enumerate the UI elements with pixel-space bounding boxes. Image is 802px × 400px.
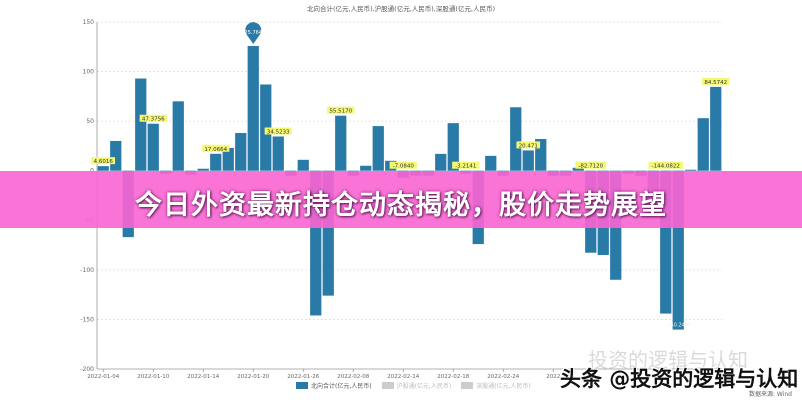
- x-tick-label: 2022-01-10: [137, 374, 169, 380]
- max-marker-pin: [245, 22, 262, 45]
- data-label-bg: [452, 161, 480, 169]
- bar: [372, 126, 384, 171]
- legend-swatch: [461, 382, 474, 389]
- bar: [697, 118, 709, 171]
- max-marker-label: 125.7647: [241, 30, 265, 36]
- bar: [685, 169, 697, 171]
- legend: 北向合计(亿元,人民币) 沪股通(亿元,人民币) 深股通(亿元,人民币): [296, 381, 531, 390]
- bar: [222, 147, 234, 171]
- legend-label: 沪股通(亿元,人民币): [396, 383, 452, 390]
- x-tick-label: 2022-01-04: [87, 374, 119, 380]
- bar: [360, 165, 372, 171]
- bar: [97, 166, 109, 171]
- x-tick-label: 2022: [546, 374, 560, 380]
- y-tick-label: 150: [83, 19, 95, 26]
- bar: [247, 46, 259, 171]
- data-label: 84.5742: [704, 80, 727, 86]
- y-tick-label: -150: [80, 316, 94, 323]
- x-tick-label: 2022-02-18: [437, 374, 469, 380]
- bar: [235, 133, 247, 171]
- watermark-faint: 投资的逻辑与认知: [588, 348, 748, 372]
- data-source: 数据来源: Wind: [748, 391, 792, 398]
- data-label: 55.5170: [329, 109, 352, 115]
- x-tick-label: 2022-02-24: [487, 374, 519, 380]
- headline-banner: [0, 171, 802, 228]
- bar: [510, 107, 522, 171]
- bar: [335, 115, 347, 171]
- bar: [672, 170, 684, 330]
- bar: [485, 155, 497, 171]
- data-label: 17.0664: [204, 147, 227, 153]
- data-label-bg: [91, 157, 116, 165]
- y-tick-label: -200: [80, 366, 94, 373]
- bar: [147, 123, 159, 171]
- bar: [310, 170, 322, 316]
- legend-item-sz[interactable]: 深股通(亿元,人民币): [461, 381, 531, 390]
- data-label-bg: [516, 141, 541, 149]
- headline-text: 今日外资最新持仓动态揭秘，股价走势展望: [135, 190, 667, 221]
- data-label: -144.0822: [652, 164, 680, 170]
- legend-label: 北向合计(亿元,人民币): [311, 383, 372, 390]
- data-label-bg: [202, 144, 230, 152]
- x-tick-label: 2022-01-26: [287, 374, 319, 380]
- data-label-bg: [139, 114, 167, 122]
- legend-swatch: [381, 382, 394, 389]
- legend-item-sh[interactable]: 沪股通(亿元,人民币): [381, 381, 452, 390]
- data-label-bg: [648, 161, 683, 169]
- bar: [272, 136, 284, 171]
- y-tick-label: 100: [83, 69, 95, 76]
- bar: [660, 170, 672, 314]
- bar: [110, 140, 122, 171]
- bar: [172, 101, 184, 171]
- x-tick-label: 2022-01-14: [187, 374, 219, 380]
- x-tick-label: 2022-01-20: [237, 374, 269, 380]
- data-label: 20.471: [519, 143, 538, 149]
- bar: [435, 153, 447, 171]
- legend-item-north[interactable]: 北向合计(亿元,人民币): [296, 381, 372, 390]
- bar: [197, 168, 209, 171]
- data-label: 4.6016: [94, 159, 114, 165]
- bar: [135, 78, 147, 171]
- bar: [522, 150, 534, 171]
- min-label: -160.2408: [665, 323, 691, 329]
- bar: [535, 138, 547, 171]
- bar: [572, 167, 584, 171]
- legend-swatch: [296, 382, 308, 389]
- bar: [710, 86, 722, 171]
- chart-title: 北向合计(亿元,人民币),沪股通(亿元,人民币),深股通(亿元,人民币): [306, 5, 496, 13]
- data-label-bg: [327, 106, 355, 114]
- data-label-bg: [264, 127, 292, 135]
- y-tick-label: -100: [80, 267, 94, 274]
- bar: [322, 170, 334, 296]
- x-tick-label: 2022-02-08: [337, 374, 369, 380]
- watermark: 头条 @投资的逻辑与认知: [560, 367, 799, 391]
- data-label: -3.2141: [455, 164, 476, 170]
- data-label-bg: [575, 161, 607, 169]
- bar: [210, 153, 222, 171]
- data-label: -7.0840: [393, 164, 415, 170]
- data-label: -82.7120: [578, 164, 603, 170]
- data-label: 34.5233: [267, 129, 290, 135]
- data-label: 47.3756: [142, 117, 165, 123]
- bar: [447, 123, 459, 171]
- data-label-bg: [702, 77, 730, 85]
- y-tick-label: 50: [86, 118, 94, 125]
- x-tick-label: 2022-02-14: [387, 374, 419, 380]
- data-label-bg: [389, 161, 417, 169]
- legend-label: 深股通(亿元,人民币): [476, 383, 531, 390]
- bar: [297, 159, 309, 171]
